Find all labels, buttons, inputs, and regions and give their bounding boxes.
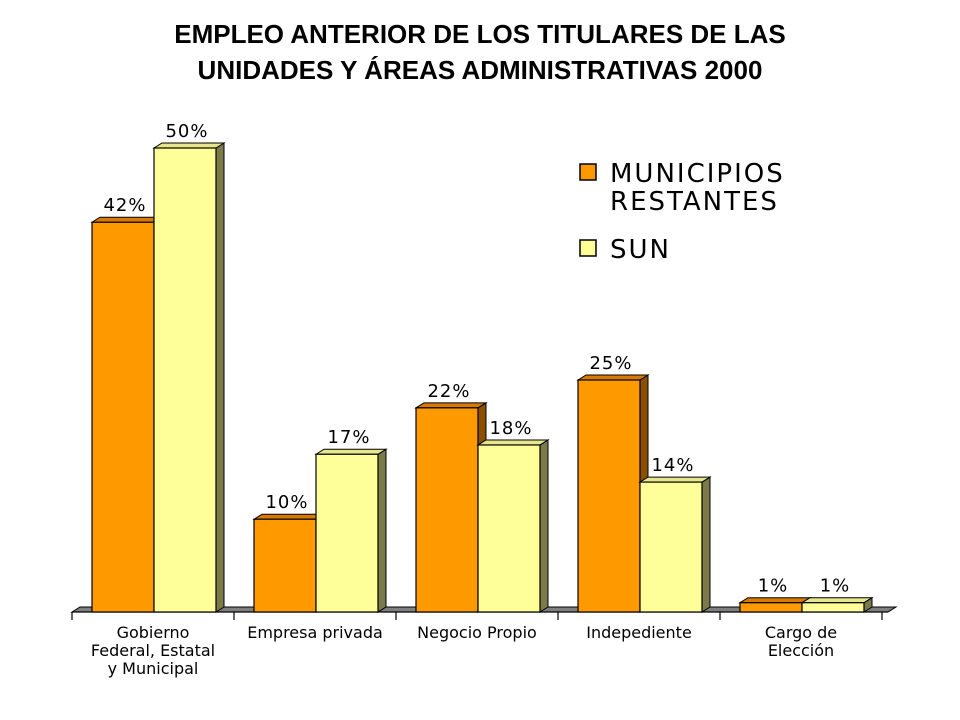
bar-top (476, 439, 550, 446)
x-tick-label: Negocio Propio (417, 623, 537, 642)
bar (153, 147, 217, 613)
bar-top (638, 476, 712, 483)
bar (315, 453, 379, 613)
data-label: 42% (103, 195, 146, 216)
bar-side (215, 142, 225, 613)
data-label: 25% (589, 353, 632, 374)
x-tick-label: Cargo de (765, 623, 837, 642)
x-tick-label: Gobierno (117, 623, 190, 642)
bar-top (314, 448, 388, 455)
bar-top (738, 597, 812, 604)
bar (577, 379, 641, 613)
data-label: 18% (489, 418, 532, 439)
bar (415, 407, 479, 613)
bar-top (152, 142, 226, 149)
legend-label: MUNICIPIOS (610, 159, 785, 189)
bar (91, 221, 155, 613)
bar-top (90, 216, 164, 223)
bar (253, 518, 317, 613)
x-tick-label: Empresa privada (247, 623, 383, 642)
bar (477, 444, 541, 613)
bar-top (800, 597, 874, 604)
bar-side (539, 439, 549, 613)
legend-swatch (579, 239, 597, 257)
data-label: 10% (265, 492, 308, 513)
x-tick-label: Federal, Estatal (91, 641, 215, 660)
data-label: 22% (427, 381, 470, 402)
chart-title: EMPLEO ANTERIOR DE LOS TITULARES DE LAS … (0, 16, 960, 88)
x-tick-label: Indepediente (586, 623, 692, 642)
x-tick-label: Elección (768, 641, 834, 660)
bar (739, 602, 803, 613)
bar-top (414, 402, 488, 409)
legend-label: SUN (610, 235, 671, 265)
data-label: 1% (758, 576, 789, 597)
bar (801, 602, 865, 613)
legend-label: RESTANTES (610, 187, 779, 217)
bar (639, 481, 703, 613)
bar-top (576, 374, 650, 381)
legend-swatch (579, 163, 597, 181)
chart-title-line-2: UNIDADES Y ÁREAS ADMINISTRATIVAS 2000 (197, 55, 763, 85)
chart-title-line-1: EMPLEO ANTERIOR DE LOS TITULARES DE LAS (174, 19, 786, 49)
bar-side (377, 448, 387, 613)
bar-top (252, 513, 326, 520)
bar-side (701, 476, 711, 613)
data-label: 14% (651, 455, 694, 476)
data-label: 1% (820, 576, 851, 597)
data-label: 50% (165, 121, 208, 142)
data-label: 17% (327, 427, 370, 448)
x-tick-label: y Municipal (108, 659, 199, 678)
